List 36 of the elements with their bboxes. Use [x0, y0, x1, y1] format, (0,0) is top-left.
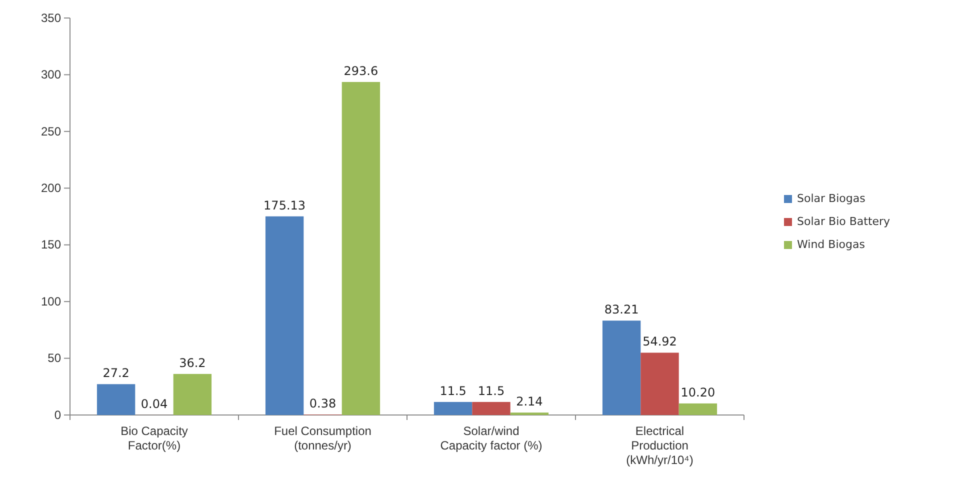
bar — [434, 402, 472, 415]
bar — [342, 82, 380, 415]
y-tick-label: 0 — [54, 408, 62, 422]
bar — [602, 320, 641, 415]
data-label: 36.2 — [179, 356, 206, 370]
data-label: 11.5 — [440, 384, 466, 398]
data-label: 27.2 — [102, 366, 130, 380]
data-label: 2.14 — [516, 394, 543, 409]
data-label: 293.6 — [344, 64, 378, 78]
bar — [640, 352, 679, 415]
data-label: 175.13 — [264, 198, 306, 212]
data-label: 54.92 — [642, 334, 677, 349]
data-label: 83.21 — [604, 302, 639, 317]
bar — [173, 374, 212, 415]
data-label: 10.20 — [680, 385, 716, 400]
data-label: 11.5 — [478, 384, 505, 398]
bar — [472, 402, 510, 415]
data-label: 0.04 — [140, 396, 168, 411]
x-tick-label: Solar/wind Capacity factor (%) — [440, 424, 542, 452]
y-tick-label: 50 — [48, 351, 62, 366]
y-tick-label: 300 — [40, 68, 62, 82]
x-tick-label: Bio Capacity Factor(%) — [120, 424, 188, 452]
legend-label: Wind Biogas — [797, 238, 866, 251]
legend-label: Solar Bio Battery — [797, 215, 891, 228]
bar — [678, 403, 718, 415]
y-tick-label: 150 — [40, 238, 62, 252]
data-label: 0.38 — [309, 396, 336, 411]
y-tick-label: 250 — [40, 124, 62, 138]
bar — [96, 384, 136, 415]
y-tick-label: 350 — [40, 10, 62, 25]
legend-label: Solar Biogas — [797, 192, 866, 205]
y-tick-label: 100 — [40, 294, 62, 308]
x-tick-label: Electrical Production (kWh/yr/10⁴) — [626, 424, 694, 467]
y-tick-label: 200 — [40, 180, 62, 195]
bar — [265, 216, 304, 415]
x-tick-label: Fuel Consumption (tonnes/yr) — [274, 424, 372, 452]
